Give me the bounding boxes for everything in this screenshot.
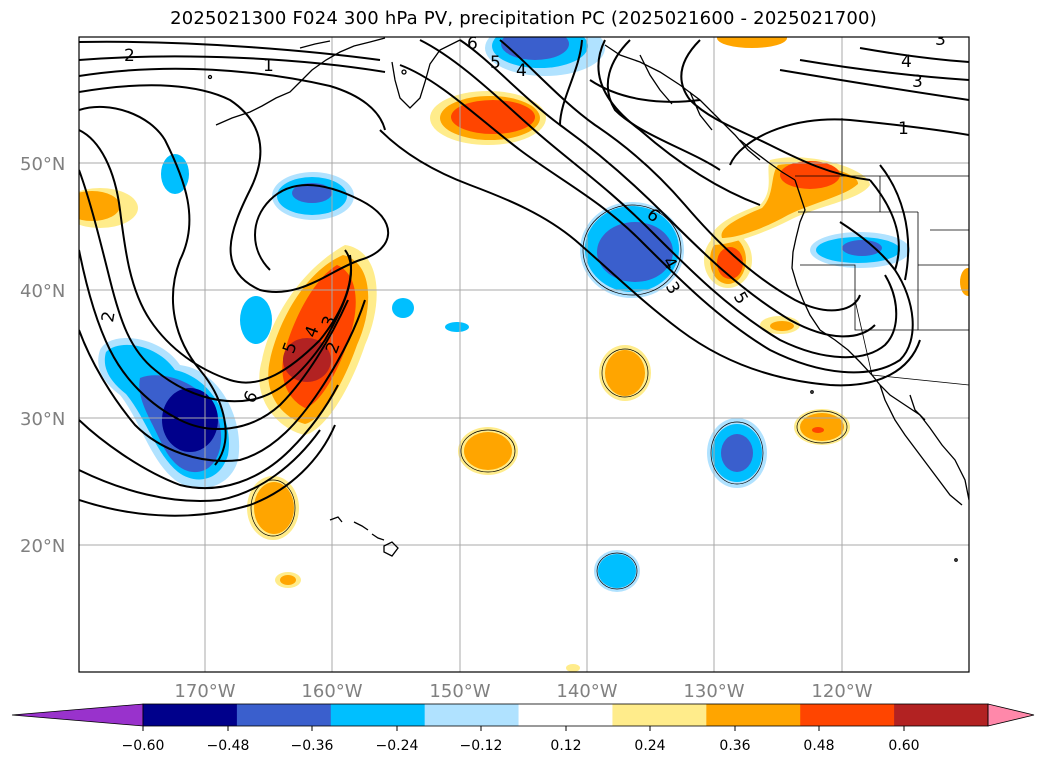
map-panel: 2 1 6 5 4 3 4 3 1 2 5 4 3 2 6 6 4 3 5 bbox=[79, 30, 969, 672]
colorbar-cell bbox=[894, 704, 989, 726]
precip-anomaly-pos bbox=[79, 188, 138, 228]
contour-label: 6 bbox=[467, 34, 478, 54]
contour-label: 2 bbox=[124, 46, 135, 66]
pv-contours bbox=[79, 39, 969, 517]
precip-anomaly-pos bbox=[960, 268, 969, 296]
colorbar-cell bbox=[330, 704, 426, 726]
contour-label: 1 bbox=[263, 56, 274, 76]
longitude-labels: 170°W 160°W 150°W 140°W 130°W 120°W bbox=[174, 681, 872, 702]
colorbar-cell bbox=[143, 704, 238, 726]
plot-title: 2025021300 F024 300 hPa PV, precipitatio… bbox=[170, 8, 877, 29]
political-borders bbox=[795, 118, 969, 386]
colorbar-tick-label: 0.60 bbox=[888, 738, 919, 754]
colorbar-tick-label: −0.60 bbox=[122, 738, 165, 754]
colorbar-tick-labels: −0.60 −0.48 −0.36 −0.24 −0.12 0.12 0.24 … bbox=[122, 738, 920, 754]
precip-anomaly-neg bbox=[161, 154, 189, 194]
precip-anomaly-pos bbox=[710, 157, 870, 245]
graticule bbox=[79, 37, 969, 672]
colorbar-tick-label: 0.12 bbox=[550, 738, 581, 754]
lon-label: 160°W bbox=[301, 681, 362, 702]
precip-anomaly-neg bbox=[485, 37, 605, 76]
precip-anomaly-neg bbox=[594, 550, 640, 592]
colorbar-ticks bbox=[142, 726, 905, 731]
precip-anomaly-neg bbox=[707, 418, 767, 488]
lat-label: 40°N bbox=[20, 281, 65, 302]
colorbar-cell bbox=[518, 704, 613, 726]
contour-label: 4 bbox=[516, 61, 527, 81]
precip-anomaly-neg bbox=[445, 322, 469, 332]
colorbar-tick-label: −0.36 bbox=[291, 738, 334, 754]
precip-anomaly-neg bbox=[392, 298, 414, 318]
precip-anomaly-neg bbox=[810, 232, 910, 268]
lon-label: 120°W bbox=[811, 681, 872, 702]
lat-label: 30°N bbox=[20, 409, 65, 430]
colorbar-extend-high bbox=[987, 703, 1035, 727]
colorbar-extend-low bbox=[11, 703, 144, 727]
precip-anomaly-pos bbox=[458, 427, 518, 475]
coastlines bbox=[207, 37, 969, 562]
map-frame bbox=[78, 36, 970, 673]
precip-anomaly-pos bbox=[704, 232, 752, 288]
precip-anomaly-pos bbox=[566, 664, 580, 672]
precip-anomaly-neg bbox=[240, 296, 272, 344]
lon-label: 130°W bbox=[683, 681, 744, 702]
colorbar-cell bbox=[800, 704, 895, 726]
precip-anomaly-neg bbox=[580, 202, 684, 298]
lon-label: 140°W bbox=[556, 681, 617, 702]
contour-label: 4 bbox=[901, 52, 912, 72]
colorbar-tick-label: −0.48 bbox=[207, 738, 250, 754]
lon-label: 150°W bbox=[429, 681, 490, 702]
colorbar: −0.60 −0.48 −0.36 −0.24 −0.12 0.12 0.24 … bbox=[11, 703, 1035, 754]
colorbar-tick-label: −0.12 bbox=[460, 738, 503, 754]
colorbar-tick-label: 0.36 bbox=[719, 738, 750, 754]
precip-anomaly-pos bbox=[599, 345, 651, 401]
lat-label: 20°N bbox=[20, 536, 65, 557]
contour-label: 1 bbox=[898, 119, 909, 139]
colorbar-tick-label: 0.24 bbox=[634, 738, 665, 754]
lat-label: 50°N bbox=[20, 154, 65, 175]
colorbar-cell bbox=[706, 704, 801, 726]
precip-outline bbox=[250, 204, 848, 590]
precip-anomaly-pos bbox=[717, 37, 787, 48]
contour-label: 5 bbox=[490, 53, 501, 73]
precip-anomaly-neg bbox=[272, 172, 354, 220]
latitude-labels: 50°N 40°N 30°N 20°N bbox=[20, 154, 65, 557]
contour-label: 2 bbox=[98, 310, 120, 324]
colorbar-cell bbox=[424, 704, 520, 726]
lon-label: 170°W bbox=[174, 681, 235, 702]
colorbar-cell bbox=[236, 704, 332, 726]
contour-label: 3 bbox=[912, 72, 923, 92]
precip-anomaly-pos bbox=[247, 476, 299, 540]
colorbar-tick-label: 0.48 bbox=[803, 738, 834, 754]
colorbar-tick-label: −0.24 bbox=[376, 738, 419, 754]
contour-label: 3 bbox=[935, 30, 946, 50]
precip-anomaly-pos bbox=[430, 91, 546, 145]
colorbar-cell bbox=[612, 704, 707, 726]
